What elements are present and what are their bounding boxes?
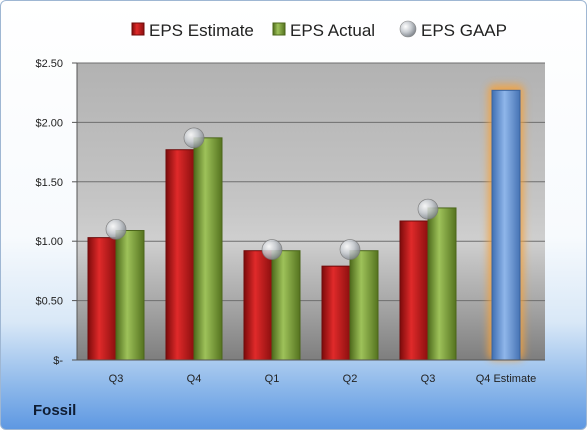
x-tick-label: Q4 Estimate [476,373,537,385]
x-tick-label: Q1 [265,373,280,385]
bar-q4-estimate [491,89,521,361]
y-tick-label: $- [53,355,63,367]
bar-eps-estimate [399,220,429,361]
bar-eps-estimate [87,237,117,361]
y-tick-label: $1.50 [35,177,63,189]
legend-swatch [131,22,145,36]
marker-eps-gaap [339,239,361,260]
legend: EPS Estimate EPS Actual EPS GAAP [131,20,507,40]
plot-area [77,63,545,360]
x-tick-label: Q3 [109,373,124,385]
legend-swatch [272,22,286,36]
x-tick-label: Q2 [343,373,358,385]
x-tick-label: Q4 [187,373,202,385]
bar-eps-estimate [321,265,351,361]
bar-eps-actual [193,137,223,361]
bar-eps-estimate [165,149,195,361]
legend-label: EPS Estimate [149,21,254,40]
marker-eps-gaap [417,198,439,220]
x-tick-label: Q3 [421,373,436,385]
company-name: Fossil [33,402,77,419]
bar-eps-estimate [243,250,273,361]
y-tick-label: $2.50 [35,58,63,70]
y-tick-label: $0.50 [35,296,63,308]
bar-eps-actual [271,250,301,361]
y-tick-label: $2.00 [35,117,63,129]
legend-swatch [399,20,417,38]
legend-label: EPS Actual [290,21,375,40]
y-axis: $- $0.50 $1.00 $1.50 $2.00 $2.50 [35,58,78,367]
legend-label: EPS GAAP [421,21,507,40]
x-axis: Q3 Q4 Q1 Q2 Q3 Q4 Estimate [77,359,545,385]
bar-eps-actual [115,230,145,361]
y-tick-label: $1.00 [35,236,63,248]
bar-eps-actual [349,250,379,361]
bars-group [87,84,524,361]
bar-eps-actual [427,207,457,361]
marker-eps-gaap [105,218,127,240]
marker-eps-gaap [261,239,283,260]
marker-eps-gaap [183,127,205,149]
